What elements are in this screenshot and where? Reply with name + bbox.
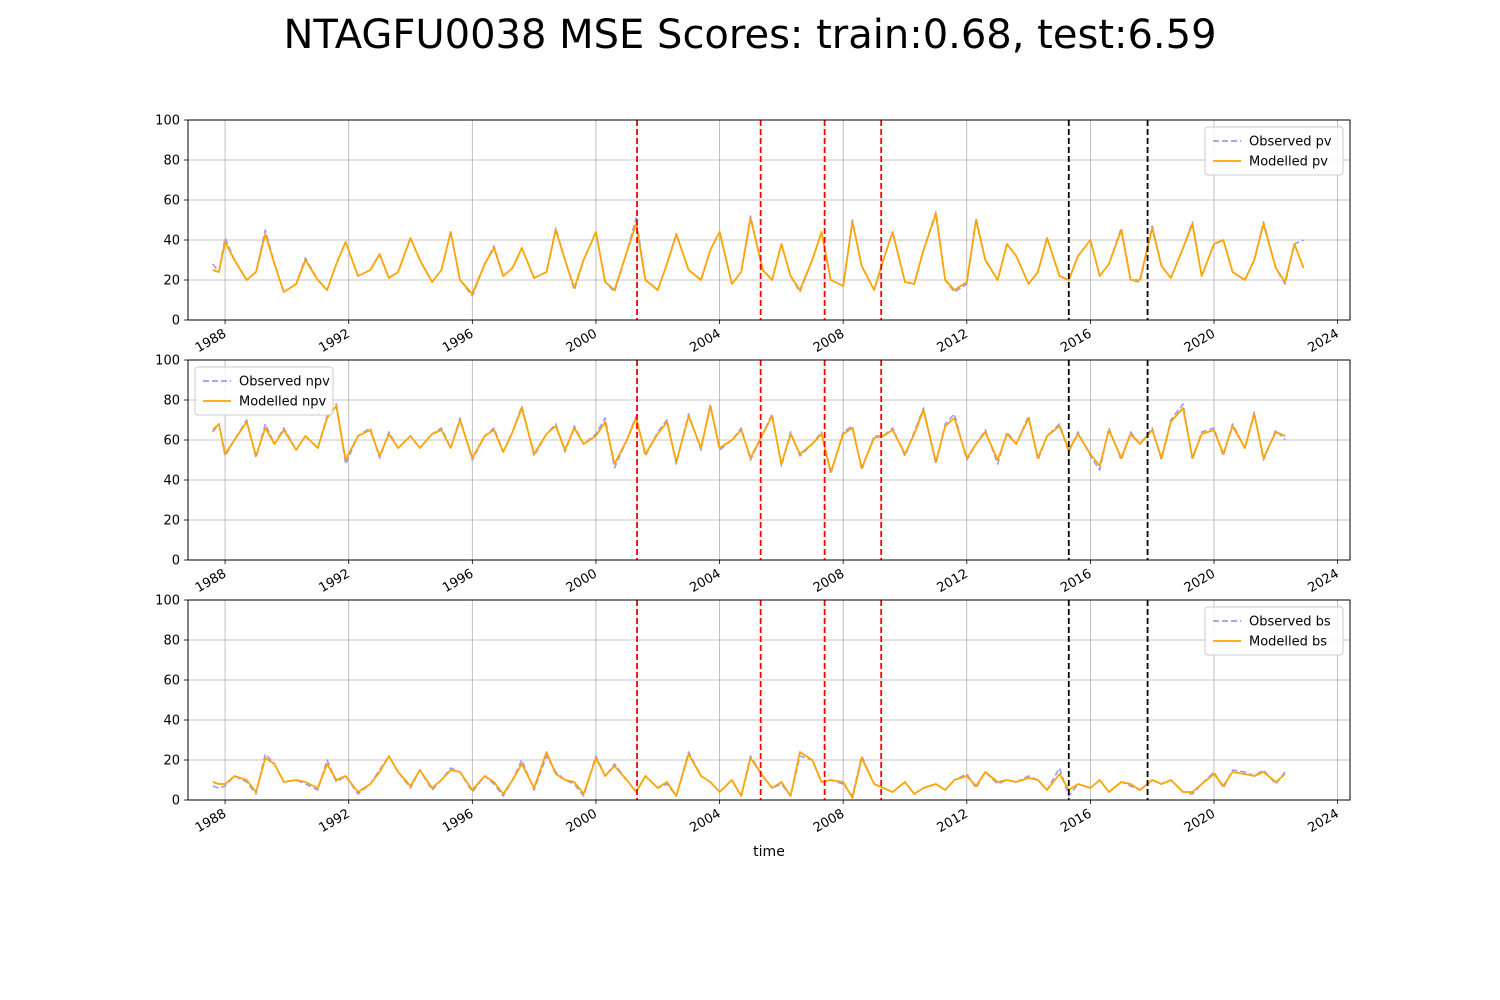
x-tick-label: 2012 <box>935 326 971 356</box>
x-tick-label: 2004 <box>687 566 723 596</box>
y-tick-label: 100 <box>155 594 180 609</box>
y-tick-label: 60 <box>163 194 180 209</box>
legend-box <box>1204 606 1344 656</box>
legend-label: Modelled bs <box>1249 635 1327 650</box>
x-tick-label: 1992 <box>317 326 353 356</box>
x-tick-label: 2016 <box>1058 326 1094 356</box>
panel-pv: 0 20 40 60 80 100 1988 1992 1996 2000 2004 2008 2012… <box>155 114 1351 356</box>
x-tick-label: 2008 <box>811 566 847 596</box>
x-tick-label: 2024 <box>1305 806 1341 836</box>
legend-label: Observed npv <box>239 375 330 390</box>
legend: Observed pv Modelled pv <box>1204 126 1344 176</box>
legend-label: Modelled npv <box>239 395 327 410</box>
x-tick-label: 2000 <box>564 566 600 596</box>
observed-series-line <box>212 751 1286 797</box>
x-tick-label: 1992 <box>317 566 353 596</box>
y-tick-label: 20 <box>163 274 180 289</box>
y-tick-label: 60 <box>163 674 180 689</box>
modelled-series-line <box>212 405 1286 473</box>
y-tick-label: 0 <box>172 314 180 329</box>
legend-box <box>1204 126 1344 176</box>
x-tick-label: 2008 <box>811 806 847 836</box>
x-tick-label: 2000 <box>564 806 600 836</box>
y-tick-label: 40 <box>163 474 180 489</box>
x-tick-label: 2012 <box>935 806 971 836</box>
modelled-series-line <box>212 213 1305 295</box>
x-tick-label: 2004 <box>687 326 723 356</box>
x-tick-label: 2016 <box>1058 806 1094 836</box>
panel-npv: 0 20 40 60 80 100 1988 1992 1996 2000 2004 2008 2012… <box>155 354 1351 596</box>
x-tick-label: 2024 <box>1305 566 1341 596</box>
x-tick-label: 1988 <box>193 326 229 356</box>
x-tick-label: 2020 <box>1182 566 1218 596</box>
y-tick-label: 40 <box>163 234 180 249</box>
y-tick-label: 60 <box>163 434 180 449</box>
x-tick-label: 2004 <box>687 806 723 836</box>
y-tick-label: 80 <box>163 154 180 169</box>
y-tick-label: 80 <box>163 634 180 649</box>
y-tick-label: 40 <box>163 714 180 729</box>
x-tick-label: 1996 <box>440 566 476 596</box>
x-tick-label: 2024 <box>1305 326 1341 356</box>
x-tick-label: 2008 <box>811 326 847 356</box>
y-tick-label: 0 <box>172 554 180 569</box>
legend-box <box>194 366 334 416</box>
x-tick-label: 2020 <box>1182 326 1218 356</box>
x-tick-label: 1992 <box>317 806 353 836</box>
y-tick-label: 100 <box>155 114 180 129</box>
legend: Observed bs Modelled bs <box>1204 606 1344 656</box>
x-tick-label: 2000 <box>564 326 600 356</box>
x-tick-label: 2012 <box>935 566 971 596</box>
legend-label: Observed bs <box>1249 615 1331 630</box>
panel-bs: 0 20 40 60 80 100 1988 1992 1996 2000 2004 2008 2012… <box>155 594 1351 860</box>
plot-frame <box>187 599 1351 801</box>
legend-label: Modelled pv <box>1249 155 1328 170</box>
figure-title: NTAGFU0038 MSE Scores: train:0.68, test:… <box>283 12 1217 58</box>
plot-frame <box>187 359 1351 561</box>
x-tick-label: 1996 <box>440 326 476 356</box>
x-axis-label: time <box>753 844 785 860</box>
x-tick-label: 1988 <box>193 566 229 596</box>
modelled-series-line <box>212 751 1286 799</box>
x-tick-label: 2020 <box>1182 806 1218 836</box>
y-tick-label: 20 <box>163 514 180 529</box>
x-tick-label: 1988 <box>193 806 229 836</box>
plot-frame <box>187 119 1351 321</box>
y-tick-label: 20 <box>163 754 180 769</box>
legend-label: Observed pv <box>1249 135 1332 150</box>
y-tick-label: 80 <box>163 394 180 409</box>
y-tick-label: 0 <box>172 794 180 809</box>
x-tick-label: 2016 <box>1058 566 1094 596</box>
legend: Observed npv Modelled npv <box>194 366 334 416</box>
y-tick-label: 100 <box>155 354 180 369</box>
x-tick-label: 1996 <box>440 806 476 836</box>
